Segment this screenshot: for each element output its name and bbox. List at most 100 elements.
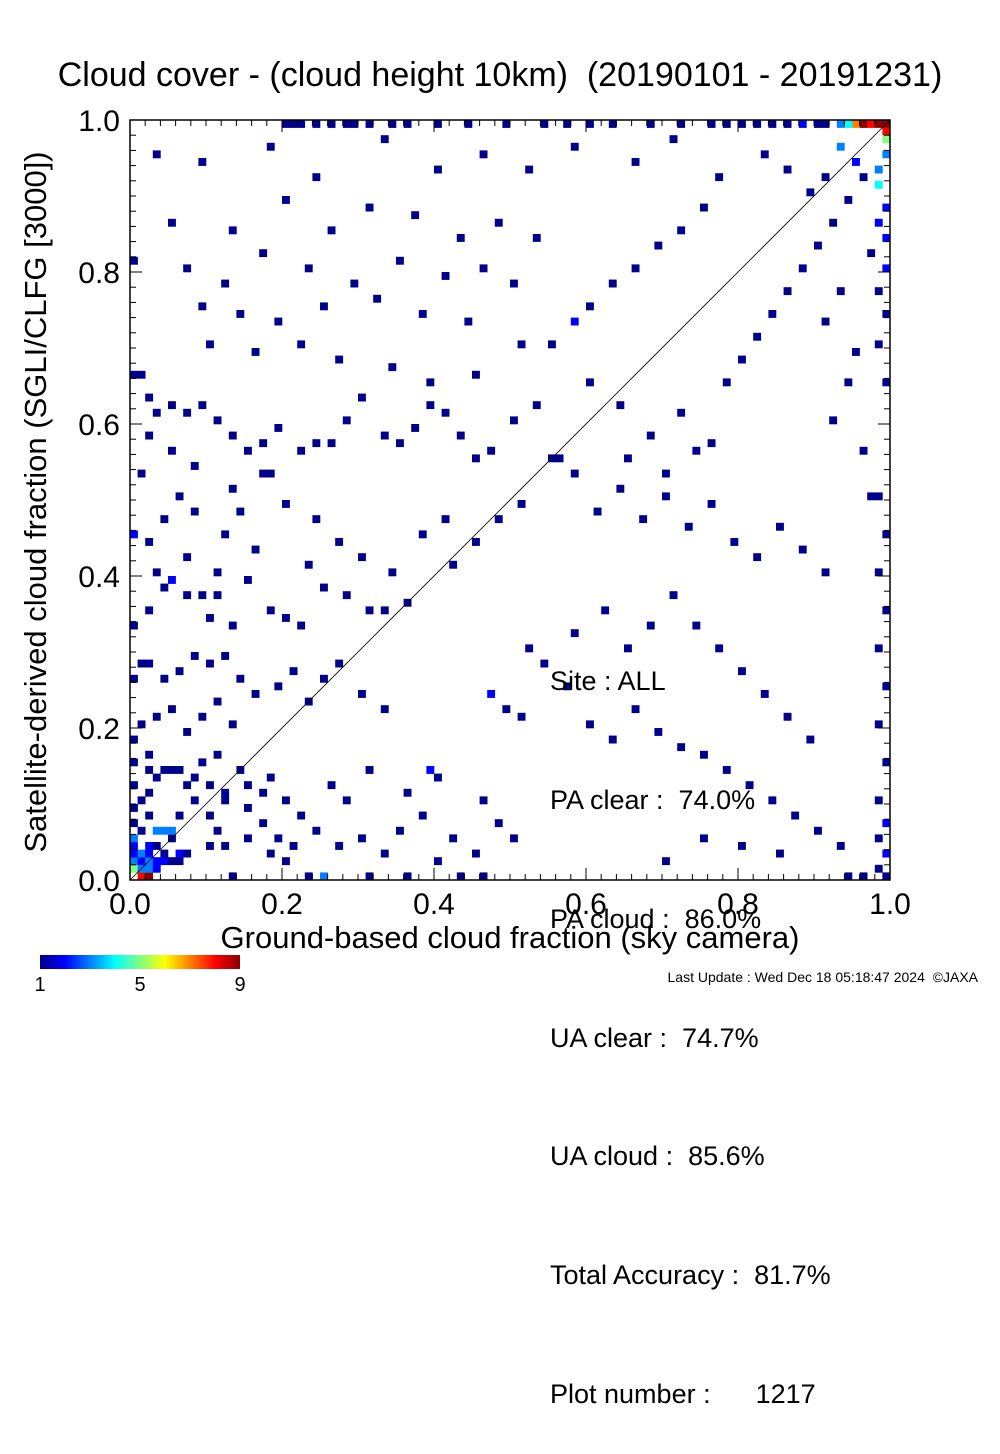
heatmap-cell bbox=[130, 849, 138, 858]
heatmap-cell bbox=[874, 165, 883, 174]
heatmap-cell bbox=[677, 226, 686, 235]
heatmap-cell bbox=[874, 834, 883, 843]
heatmap-cell bbox=[206, 659, 214, 668]
heatmap-cell bbox=[494, 819, 503, 828]
x-tick-label: 0.4 bbox=[413, 888, 455, 921]
heatmap-cell bbox=[130, 842, 138, 850]
heatmap-cell bbox=[190, 773, 199, 782]
heatmap-cell bbox=[358, 834, 366, 843]
heatmap-cell bbox=[221, 530, 230, 539]
heatmap-cell bbox=[130, 857, 138, 866]
heatmap-cell bbox=[806, 188, 815, 197]
colorbar bbox=[40, 955, 240, 969]
heatmap-cell bbox=[852, 120, 860, 128]
heatmap-cell bbox=[798, 264, 807, 273]
heatmap-cell bbox=[882, 378, 891, 387]
heatmap-cell bbox=[852, 348, 860, 356]
heatmap-cell bbox=[175, 811, 184, 820]
heatmap-cell bbox=[145, 431, 154, 440]
heatmap-cell bbox=[783, 712, 792, 721]
heatmap-cell bbox=[259, 819, 268, 828]
heatmap-cell bbox=[639, 515, 648, 524]
heatmap-cell bbox=[517, 340, 526, 349]
heatmap-cell bbox=[175, 849, 184, 858]
heatmap-cell bbox=[198, 401, 207, 410]
heatmap-cell bbox=[608, 279, 617, 288]
heatmap-cell bbox=[380, 705, 389, 714]
heatmap-cell bbox=[342, 416, 351, 425]
heatmap-cell bbox=[662, 492, 670, 501]
colorbar-tick-min: 1 bbox=[34, 974, 46, 996]
heatmap-cell bbox=[814, 826, 822, 835]
heatmap-cell bbox=[145, 766, 154, 774]
heatmap-cell bbox=[168, 705, 176, 714]
heatmap-cell bbox=[768, 310, 777, 318]
heatmap-cell bbox=[874, 218, 883, 227]
heatmap-cell bbox=[320, 583, 328, 592]
heatmap-cell bbox=[168, 766, 176, 774]
heatmap-cell bbox=[859, 173, 868, 182]
heatmap-cell bbox=[190, 796, 199, 805]
heatmap-cell bbox=[183, 591, 192, 600]
heatmap-cell bbox=[198, 758, 207, 767]
heatmap-cell bbox=[776, 849, 784, 858]
heatmap-cell bbox=[175, 766, 184, 774]
heatmap-cell bbox=[145, 606, 154, 615]
heatmap-cell bbox=[396, 439, 404, 448]
heatmap-cell bbox=[510, 279, 518, 288]
heatmap-cell bbox=[844, 120, 853, 128]
heatmap-cell bbox=[274, 317, 283, 326]
heatmap-cell bbox=[874, 180, 883, 189]
heatmap-cell bbox=[160, 857, 169, 866]
heatmap-cell bbox=[411, 211, 420, 220]
heatmap-cell bbox=[221, 788, 230, 797]
heatmap-cell bbox=[342, 796, 351, 805]
heatmap-cell bbox=[874, 568, 883, 577]
heatmap-cell bbox=[168, 446, 176, 455]
heatmap-cell bbox=[844, 872, 853, 881]
heatmap-cell bbox=[380, 135, 389, 144]
heatmap-cell bbox=[882, 203, 891, 212]
heatmap-cell bbox=[502, 705, 511, 714]
heatmap-cell bbox=[844, 196, 853, 204]
heatmap-cell bbox=[236, 507, 245, 516]
heatmap-cell bbox=[874, 492, 883, 501]
heatmap-cell bbox=[616, 484, 625, 493]
heatmap-cell bbox=[274, 424, 283, 432]
heatmap-cell bbox=[304, 872, 313, 881]
heatmap-cell bbox=[396, 256, 404, 265]
heatmap-cell bbox=[244, 781, 252, 790]
last-update-footer: Last Update : Wed Dec 18 05:18:47 2024 ©… bbox=[667, 969, 978, 985]
heatmap-cell bbox=[289, 120, 298, 128]
heatmap-cell bbox=[168, 826, 176, 835]
heatmap-cell bbox=[502, 120, 511, 128]
heatmap-cell bbox=[821, 317, 830, 326]
heatmap-cell bbox=[312, 173, 321, 182]
heatmap-cell bbox=[365, 606, 374, 615]
heatmap-cell bbox=[213, 826, 222, 835]
heatmap-cell bbox=[760, 690, 769, 698]
heatmap-cell bbox=[152, 712, 161, 721]
heatmap-cell bbox=[874, 287, 883, 296]
heatmap-cell bbox=[160, 849, 169, 858]
heatmap-cell bbox=[145, 393, 154, 402]
heatmap-cell bbox=[472, 538, 480, 546]
heatmap-cell bbox=[852, 158, 860, 166]
heatmap-cell bbox=[646, 431, 655, 440]
heatmap-cell bbox=[867, 120, 876, 128]
heatmap-cell bbox=[206, 340, 214, 349]
heatmap-cell bbox=[130, 834, 138, 843]
heatmap-cell bbox=[472, 454, 480, 463]
heatmap-cell bbox=[297, 621, 306, 630]
heatmap-cell bbox=[289, 842, 298, 850]
heatmap-cell bbox=[418, 310, 427, 318]
heatmap-cell bbox=[707, 500, 716, 508]
heatmap-cell bbox=[213, 750, 222, 759]
heatmap-cell bbox=[342, 120, 351, 128]
heatmap-cell bbox=[494, 515, 503, 524]
heatmap-cell bbox=[418, 811, 427, 820]
heatmap-cell bbox=[358, 553, 366, 562]
heatmap-cell bbox=[768, 120, 777, 128]
heatmap-cell bbox=[563, 682, 572, 691]
heatmap-cell bbox=[274, 834, 283, 843]
